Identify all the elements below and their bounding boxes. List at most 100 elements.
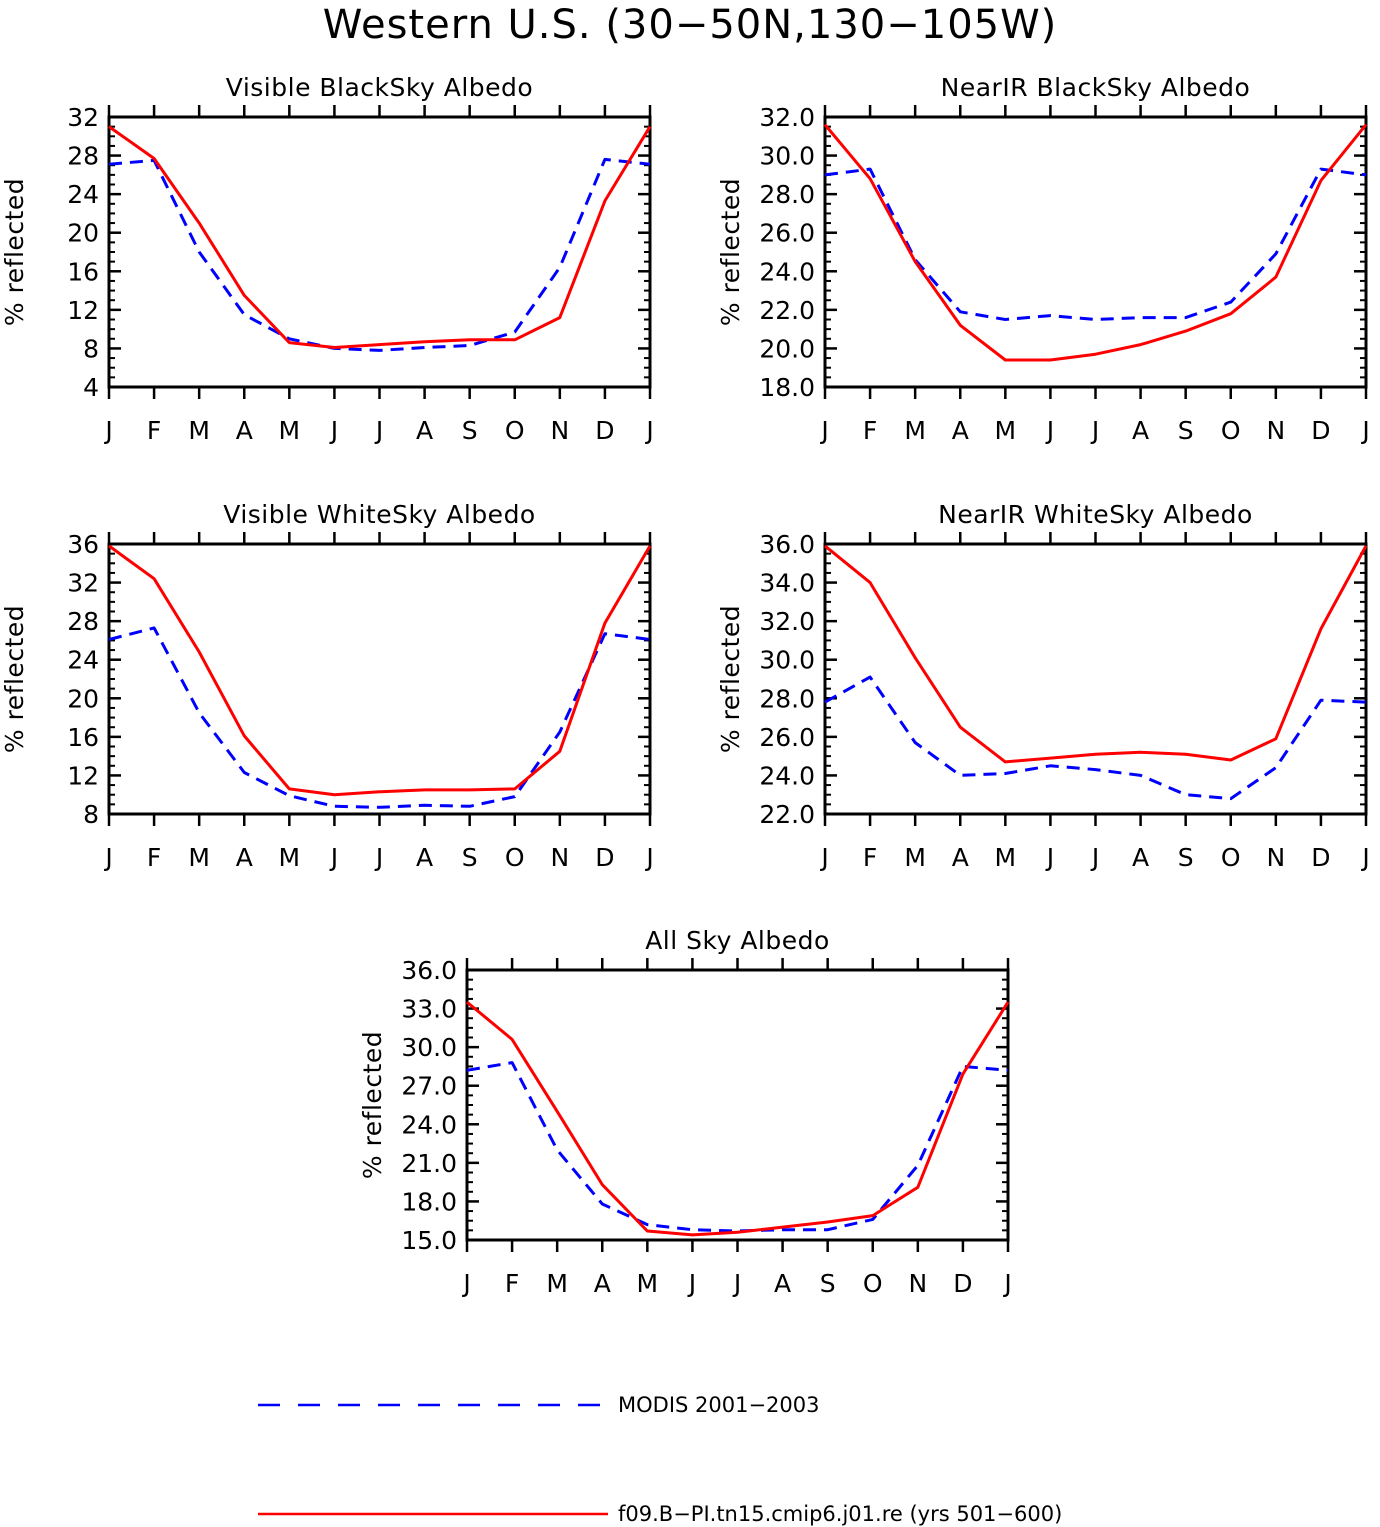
x-tick-label: J: [1090, 416, 1099, 445]
plot-frame: [107, 115, 652, 389]
x-tick-label: M: [904, 416, 926, 445]
y-axis-label: % reflected: [0, 605, 29, 753]
x-tick-label: N: [1266, 843, 1285, 872]
x-tick-label: O: [505, 843, 525, 872]
figure-title: Western U.S. (30−50N,130−105W): [323, 2, 1058, 48]
x-tick-label: D: [595, 416, 614, 445]
panel-title: All Sky Albedo: [645, 926, 830, 955]
x-tick-label: D: [953, 1269, 972, 1298]
model-series-line: [824, 544, 1368, 764]
x-tick-label: J: [819, 416, 828, 445]
x-tick-label: O: [1221, 843, 1241, 872]
x-tick-label: J: [374, 416, 383, 445]
plot-frame: [823, 115, 1368, 389]
y-tick-label: 26.0: [759, 723, 815, 752]
x-tick-label: J: [1360, 416, 1369, 445]
x-tick-label: M: [637, 1269, 659, 1298]
y-tick-label: 32: [67, 569, 99, 598]
x-tick-label: J: [1045, 843, 1054, 872]
x-tick-label: A: [1132, 416, 1149, 445]
chart-panel-3: Visible WhiteSky Albedo % reflected 8 12 16 2…: [0, 500, 654, 872]
x-tick-label: S: [462, 416, 478, 445]
chart-panel-5: All Sky Albedo % reflected 15.0 18.0 21.0 24.…: [358, 926, 1012, 1298]
x-tick-label: F: [505, 1269, 519, 1298]
panel-title: Visible BlackSky Albedo: [226, 73, 533, 102]
x-tick-label: J: [644, 416, 653, 445]
panel-title: Visible WhiteSky Albedo: [223, 500, 535, 529]
y-tick-label: 18.0: [759, 373, 815, 402]
x-tick-label: F: [147, 843, 161, 872]
y-tick-label: 34.0: [759, 569, 815, 598]
x-tick-label: M: [904, 843, 926, 872]
y-tick-label: 36: [67, 530, 99, 559]
chart-panels: Visible BlackSky Albedo % reflected 4 8 12 16…: [0, 73, 1370, 1298]
y-tick-label: 24: [67, 180, 99, 209]
model-series-line: [108, 125, 652, 349]
x-tick-label: S: [462, 843, 478, 872]
x-tick-label: N: [550, 843, 569, 872]
y-tick-label: 4: [83, 373, 99, 402]
modis-series-line: [108, 157, 651, 352]
y-tick-label: 16: [67, 723, 99, 752]
x-tick-label: M: [546, 1269, 568, 1298]
y-tick-label: 30.0: [401, 1033, 457, 1062]
y-tick-label: 18.0: [401, 1187, 457, 1216]
x-tick-label: J: [1090, 843, 1099, 872]
x-tick-label: A: [416, 843, 433, 872]
plot-frame: [823, 542, 1368, 816]
y-tick-label: 36.0: [401, 956, 457, 985]
y-tick-label: 24.0: [759, 761, 815, 790]
x-tick-label: J: [1045, 416, 1054, 445]
x-tick-label: D: [1311, 843, 1330, 872]
x-tick-label: A: [594, 1269, 611, 1298]
x-tick-label: M: [279, 843, 301, 872]
y-tick-label: 24.0: [759, 257, 815, 286]
x-tick-label: J: [329, 843, 338, 872]
chart-panel-1: Visible BlackSky Albedo % reflected 4 8 12 16…: [0, 73, 654, 445]
x-tick-label: A: [236, 416, 253, 445]
y-tick-label: 26.0: [759, 219, 815, 248]
model-series-line: [108, 544, 652, 797]
y-tick-label: 28.0: [759, 684, 815, 713]
x-tick-label: F: [863, 843, 877, 872]
y-tick-label: 12: [67, 296, 99, 325]
y-tick-label: 21.0: [401, 1149, 457, 1178]
y-tick-label: 33.0: [401, 995, 457, 1024]
x-tick-label: M: [279, 416, 301, 445]
x-tick-label: J: [1360, 843, 1369, 872]
x-tick-label: S: [1178, 843, 1194, 872]
x-tick-label: A: [236, 843, 253, 872]
panel-title: NearIR BlackSky Albedo: [941, 73, 1251, 102]
y-tick-label: 12: [67, 761, 99, 790]
y-tick-label: 22.0: [759, 800, 815, 829]
y-tick-label: 8: [83, 334, 99, 363]
y-axis-label: % reflected: [0, 178, 29, 326]
y-tick-label: 32.0: [759, 103, 815, 132]
y-axis-label: % reflected: [716, 178, 745, 326]
y-tick-label: 20: [67, 219, 99, 248]
y-tick-label: 28.0: [759, 180, 815, 209]
modis-series-line: [108, 626, 651, 809]
x-tick-label: A: [774, 1269, 791, 1298]
panel-title: NearIR WhiteSky Albedo: [938, 500, 1253, 529]
model-legend-label: f09.B−PI.tn15.cmip6.j01.re (yrs 501−600): [618, 1502, 1062, 1526]
x-tick-label: J: [732, 1269, 741, 1298]
x-tick-label: J: [103, 843, 112, 872]
x-tick-label: A: [1132, 843, 1149, 872]
x-tick-label: M: [188, 416, 210, 445]
x-tick-label: J: [103, 416, 112, 445]
x-tick-label: M: [188, 843, 210, 872]
y-tick-label: 30.0: [759, 142, 815, 171]
y-tick-label: 20.0: [759, 334, 815, 363]
x-tick-label: O: [1221, 416, 1241, 445]
x-tick-label: J: [1002, 1269, 1011, 1298]
x-tick-label: J: [374, 843, 383, 872]
x-tick-label: M: [995, 416, 1017, 445]
plot-frame: [107, 542, 652, 816]
chart-panel-4: NearIR WhiteSky Albedo % reflected 22.0 24.…: [716, 500, 1370, 872]
y-tick-label: 32: [67, 103, 99, 132]
x-tick-label: A: [952, 843, 969, 872]
x-tick-label: J: [687, 1269, 696, 1298]
y-tick-label: 24.0: [401, 1110, 457, 1139]
y-tick-label: 28: [67, 142, 99, 171]
